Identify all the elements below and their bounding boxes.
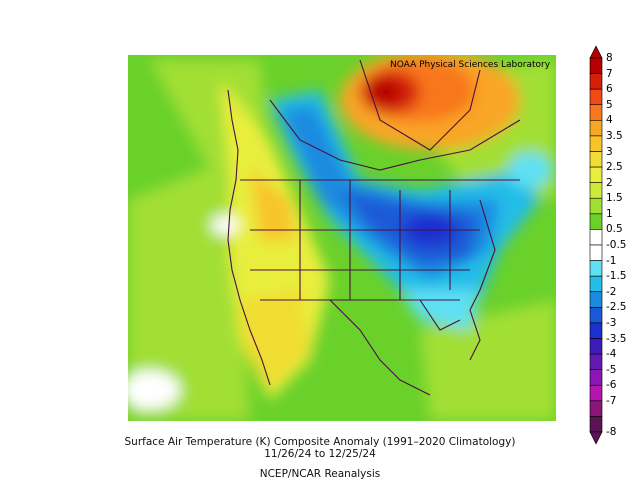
- colorbar-swatch: [589, 275, 603, 293]
- colorbar-tick-label: -8: [606, 426, 617, 438]
- caption-title: Surface Air Temperature (K) Composite An…: [124, 436, 516, 448]
- colorbar-swatch: [589, 400, 603, 417]
- colorbar-tick-label: 7: [606, 67, 613, 80]
- colorbar: [589, 45, 603, 445]
- colorbar-tick-label: 5: [606, 98, 613, 111]
- colorbar-swatch: [589, 104, 603, 121]
- colorbar-tick-label: -1.5: [606, 270, 627, 283]
- colorbar-top-arrow: [589, 45, 603, 59]
- colorbar-tick-label: 3.5: [606, 129, 623, 142]
- colorbar-tick-label: -3.5: [606, 332, 627, 345]
- colorbar-tick-label: -6: [606, 379, 617, 392]
- colorbar-swatch: [589, 88, 603, 106]
- colorbar-swatch: [589, 135, 603, 152]
- anomaly-field: [128, 55, 556, 421]
- colorbar-swatch: [589, 353, 603, 370]
- colorbar-swatch: [589, 197, 603, 215]
- colorbar-tick-label: -1: [606, 254, 617, 267]
- colorbar-swatch: [589, 291, 603, 308]
- colorbar-tick-label: -4: [606, 348, 617, 361]
- colorbar-swatch: [589, 338, 603, 355]
- colorbar-tick-label: -2.5: [606, 301, 627, 314]
- colorbar-tick-label: 1: [606, 207, 613, 220]
- colorbar-swatch: [589, 307, 603, 324]
- colorbar-swatch: [589, 120, 603, 137]
- colorbar-tick-label: 0.5: [606, 223, 623, 236]
- colorbar-tick-label: 1.5: [606, 192, 623, 205]
- colorbar-tick-label: 2.5: [606, 161, 623, 174]
- colorbar-swatch: [589, 322, 603, 339]
- colorbar-swatch: [589, 369, 603, 386]
- colorbar-tick-label: 3: [606, 145, 613, 158]
- colorbar-swatch: [589, 182, 603, 199]
- colorbar-swatch: [589, 229, 603, 246]
- colorbar-swatch: [589, 57, 603, 74]
- colorbar-tick-label: -5: [606, 363, 617, 376]
- colorbar-swatch: [589, 384, 603, 402]
- colorbar-swatch: [589, 260, 603, 277]
- colorbar-swatch: [589, 244, 603, 261]
- colorbar-tick-label: -0.5: [606, 239, 627, 251]
- colorbar-tick-label: -7: [606, 394, 617, 407]
- colorbar-swatch: [589, 166, 603, 183]
- colorbar-bottom-arrow: [589, 431, 603, 445]
- colorbar-tick-label: -3: [606, 316, 617, 329]
- credit-label: NOAA Physical Sciences Laboratory: [390, 60, 551, 70]
- colorbar-swatch: [589, 416, 603, 433]
- colorbar-tick-label: 2: [606, 176, 613, 189]
- colorbar-tick-label: 8: [606, 52, 613, 64]
- colorbar-swatch: [589, 213, 603, 230]
- caption-dates: 11/26/24 to 12/25/24: [264, 448, 376, 460]
- caption-source: NCEP/NCAR Reanalysis: [259, 468, 381, 480]
- colorbar-swatch: [589, 151, 603, 168]
- colorbar-tick-label: -2: [606, 285, 617, 298]
- colorbar-tick-label: 6: [606, 83, 613, 96]
- colorbar-swatch: [589, 73, 603, 90]
- colorbar-tick-label: 4: [606, 114, 613, 127]
